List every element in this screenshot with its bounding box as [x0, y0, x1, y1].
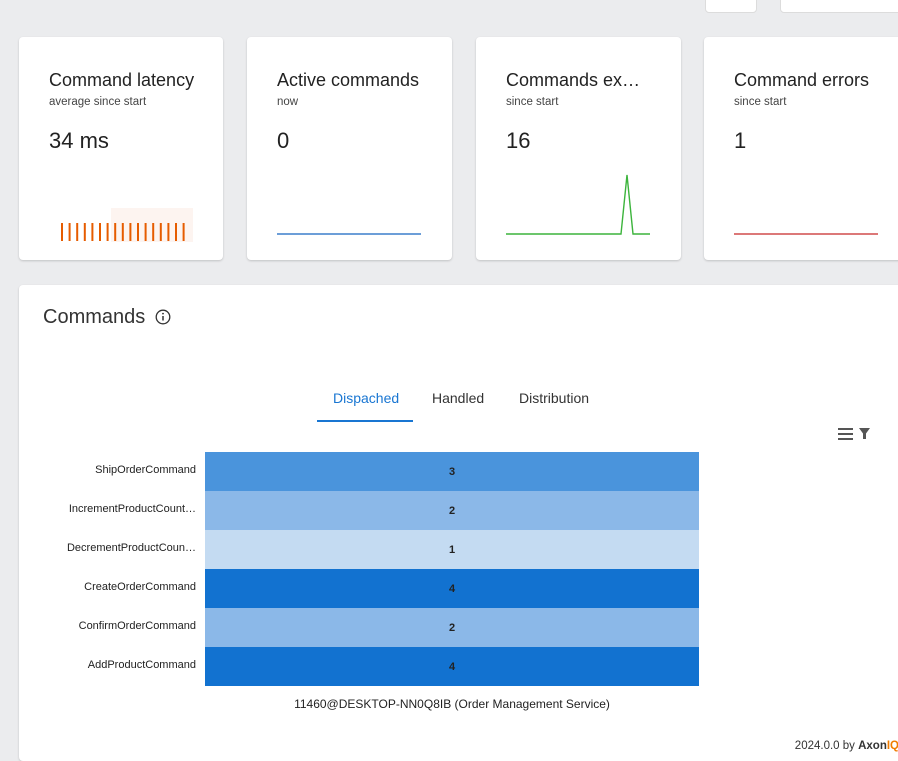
footer-brand: Axon: [858, 740, 887, 752]
card-subtitle: now: [277, 96, 299, 108]
top-control-stub-1[interactable]: [705, 0, 757, 13]
active-sparkline: [277, 233, 421, 235]
active-commands-card: Active commands now 0: [247, 37, 452, 260]
heatmap-row-label: AddProductCommand: [87, 659, 196, 671]
latency-sparkline: [61, 208, 193, 242]
errors-sparkline: [734, 233, 878, 235]
card-subtitle: average since start: [49, 96, 147, 108]
command-errors-card: Command errors since start 1: [704, 37, 898, 260]
card-value: 34 ms: [49, 128, 109, 153]
card-value: 0: [277, 128, 290, 153]
info-icon[interactable]: [155, 309, 171, 325]
latency-card: Command latency average since start 34 m…: [19, 37, 223, 260]
top-control-stub-2[interactable]: [780, 0, 898, 13]
card-value: 1: [734, 128, 747, 153]
card-subtitle: since start: [506, 96, 559, 108]
heatmap-row-label: IncrementProductCount…: [68, 503, 196, 515]
footer-version-text: 2024.0.0 by: [794, 740, 859, 752]
heatmap-cell[interactable]: 3: [205, 452, 699, 491]
chart-menu-filter-icon[interactable]: [838, 427, 872, 441]
heatmap-cell[interactable]: 4: [205, 647, 699, 686]
heatmap-cell[interactable]: 2: [205, 491, 699, 530]
executed-sparkline: [506, 174, 650, 235]
card-subtitle: since start: [734, 96, 787, 108]
tab-distribution[interactable]: Distribution: [519, 390, 590, 406]
heatmap-row-label: DecrementProductCoun…: [66, 542, 196, 554]
active-tab-indicator: [317, 420, 413, 422]
commands-executed-card: Commands executed since start 16: [476, 37, 681, 260]
tab-handled[interactable]: Handled: [432, 390, 485, 406]
commands-panel: Commands Dispached Handled Distribution …: [19, 285, 898, 761]
tab-dispatched[interactable]: Dispached: [333, 390, 400, 406]
heatmap-row-label: ShipOrderCommand: [95, 464, 196, 476]
heatmap-row-label: ConfirmOrderCommand: [78, 620, 196, 632]
heatmap-cell[interactable]: 2: [205, 608, 699, 647]
footer-version: 2024.0.0 by AxonIQ: [795, 740, 898, 752]
footer-brand-accent: IQ: [886, 740, 898, 752]
card-value: 16: [506, 128, 531, 153]
heatmap-cell[interactable]: 1: [205, 530, 699, 569]
panel-title: Commands: [43, 306, 146, 328]
heatmap-cell[interactable]: 4: [205, 569, 699, 608]
heatmap-column-label: 11460@DESKTOP-NN0Q8IB (Order Management …: [294, 697, 610, 711]
heatmap-row-label: CreateOrderCommand: [84, 581, 196, 593]
